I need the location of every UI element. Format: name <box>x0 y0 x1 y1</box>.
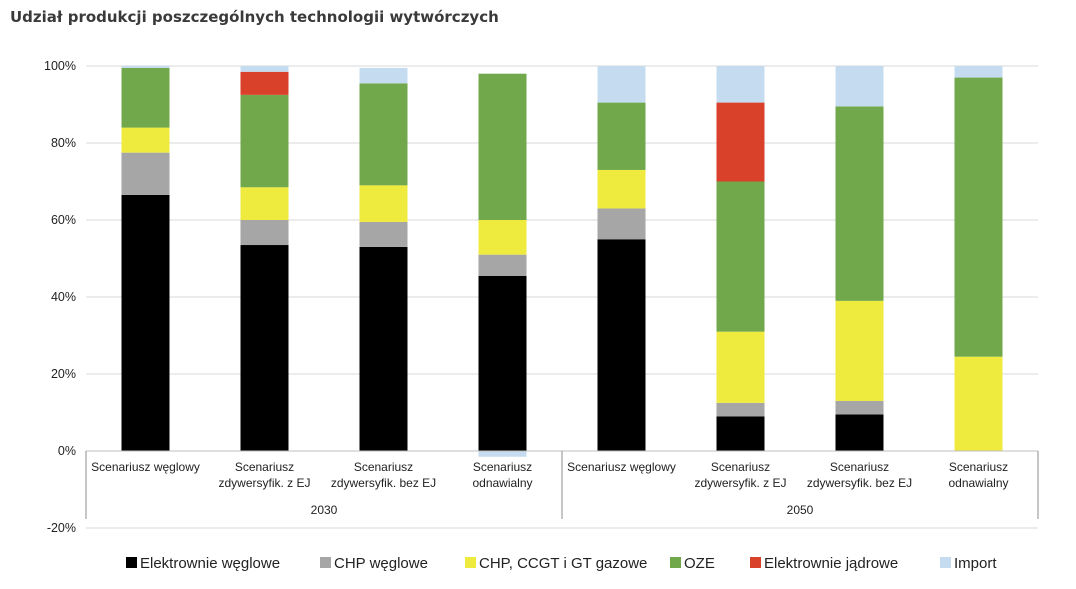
bar-segment <box>121 67 170 128</box>
bar-segment <box>478 254 527 276</box>
x-tick-label-line: Scenariusz <box>473 460 532 474</box>
legend-swatch <box>750 557 761 568</box>
legend-label: Import <box>954 555 997 572</box>
bar-segment <box>716 331 765 403</box>
bar-segment <box>121 152 170 195</box>
bar-segment <box>716 102 765 182</box>
legend-swatch <box>940 557 951 568</box>
bar-segment <box>835 400 884 415</box>
y-tick-label: 40% <box>51 290 76 304</box>
bar-segment <box>597 208 646 240</box>
bar-segment <box>597 102 646 170</box>
bar-segment <box>359 185 408 222</box>
bar-segment <box>835 66 884 107</box>
bars <box>121 66 1003 457</box>
bar-segment <box>240 220 289 246</box>
bar-segment <box>240 94 289 188</box>
bar-segment <box>597 169 646 209</box>
y-tick-label: 60% <box>51 213 76 227</box>
bar-segment <box>478 73 527 220</box>
bar-segment <box>121 194 170 451</box>
axes: -20% 0% 20% 40% 60% 80% 100% Scenariusz węglowy… <box>44 59 1039 535</box>
x-tick-label-line: odnawialny <box>948 476 1008 490</box>
group-label: 2030 <box>311 503 338 517</box>
legend-swatch <box>465 557 476 568</box>
x-tick-label-line: zdywersyfik. bez EJ <box>807 476 912 490</box>
x-tick-label: Scenariusz węglowy <box>567 460 676 474</box>
legend-label: CHP, CCGT i GT gazowe <box>479 555 647 572</box>
bar-segment <box>478 451 527 457</box>
legend-label: Elektrownie węglowe <box>140 555 280 572</box>
y-tick-label: -20% <box>47 521 76 535</box>
x-tick-label-line: odnawialny <box>472 476 532 490</box>
x-tick-label: Scenariusz zdywersyfik. bez EJ <box>807 460 912 490</box>
x-tick-label: Scenariusz odnawialny <box>472 460 532 490</box>
chart-title: Udział produkcji poszczególnych technolo… <box>10 8 499 26</box>
x-tick-label: Scenariusz zdywersyfik. z EJ <box>218 460 310 490</box>
bar-segment <box>954 77 1003 357</box>
bar-segment <box>835 300 884 401</box>
bar-segment <box>835 106 884 301</box>
x-tick-label-line: Scenariusz <box>949 460 1008 474</box>
bar-segment <box>954 356 1003 451</box>
bar-segment <box>359 246 408 451</box>
bar-segment <box>240 71 289 95</box>
legend-swatch <box>320 557 331 568</box>
x-tick-label-line: Scenariusz <box>830 460 889 474</box>
x-tick-label-line: Scenariusz węglowy <box>567 460 676 474</box>
y-tick-label: 0% <box>58 444 76 458</box>
bar-segment <box>597 66 646 103</box>
bar-segment <box>240 187 289 220</box>
x-tick-label: Scenariusz zdywersyfik. bez EJ <box>331 460 436 490</box>
bar-segment <box>716 66 765 103</box>
x-tick-label-line: Scenariusz <box>354 460 413 474</box>
x-tick-label-line: zdywersyfik. z EJ <box>694 476 786 490</box>
x-tick-label: Scenariusz zdywersyfik. z EJ <box>694 460 786 490</box>
bar-segment <box>121 127 170 153</box>
y-tick-label: 20% <box>51 367 76 381</box>
bar-segment <box>240 245 289 451</box>
x-tick-label-line: Scenariusz <box>711 460 770 474</box>
bar-segment <box>716 181 765 332</box>
legend: Elektrownie węglowe CHP węglowe CHP, CCGT … <box>126 555 997 572</box>
x-tick-label-line: Scenariusz <box>235 460 294 474</box>
bar-segment <box>716 416 765 451</box>
bar-segment <box>478 275 527 451</box>
bar-segment <box>478 220 527 255</box>
legend-label: Elektrownie jądrowe <box>764 555 898 572</box>
bar-segment <box>240 66 289 72</box>
bar-segment <box>359 83 408 186</box>
x-tick-label: Scenariusz odnawialny <box>948 460 1008 490</box>
x-tick-label-line: zdywersyfik. bez EJ <box>331 476 436 490</box>
bar-segment <box>716 402 765 417</box>
bar-segment <box>835 414 884 451</box>
bar-segment <box>359 67 408 84</box>
y-tick-label: 100% <box>44 59 76 73</box>
legend-label: OZE <box>684 555 715 572</box>
bar-segment <box>597 239 646 451</box>
x-tick-label-line: zdywersyfik. z EJ <box>218 476 310 490</box>
y-tick-label: 80% <box>51 136 76 150</box>
x-tick-label-line: Scenariusz węglowy <box>91 460 200 474</box>
group-label: 2050 <box>787 503 814 517</box>
bar-segment <box>359 221 408 247</box>
x-tick-label: Scenariusz węglowy <box>91 460 200 474</box>
bar-segment <box>954 66 1003 78</box>
bar-segment <box>121 66 170 68</box>
legend-swatch <box>126 557 137 568</box>
legend-label: CHP węglowe <box>334 555 428 572</box>
legend-swatch <box>670 557 681 568</box>
